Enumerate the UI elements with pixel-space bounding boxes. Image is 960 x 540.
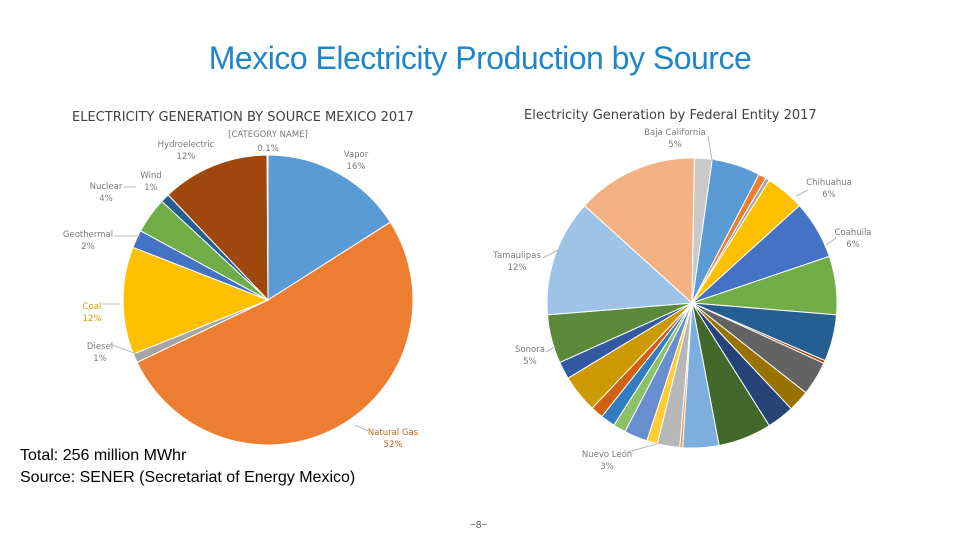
entity-slice-slice-24	[583, 157, 695, 305]
label-hydroelectric-name: Hydroelectric	[158, 140, 215, 150]
left-leader-lines	[102, 186, 369, 432]
label-wind-value: 1%	[144, 183, 158, 193]
label-natural-gas-name: Natural Gas	[368, 428, 419, 438]
label-diesel-value: 1%	[93, 354, 107, 364]
right-pie-labels: Baja California 5% Chihuahua 6% Coahuila…	[492, 128, 871, 472]
source-slice-vapor	[267, 154, 392, 301]
source-slice-category-name	[266, 154, 269, 301]
label-coahuila-value: 6%	[846, 240, 860, 250]
label-category-value: 0.1%	[257, 144, 279, 154]
label-nuevo-leon-name: Nuevo León	[582, 449, 632, 460]
label-geothermal-value: 2%	[81, 242, 95, 252]
label-vapor-name: Vapor	[344, 150, 369, 160]
right-chart-title: Electricity Generation by Federal Entity…	[524, 108, 817, 123]
source-slice-coal	[122, 246, 270, 355]
source-slice-hydroelectric	[167, 154, 269, 302]
label-tamaulipas-value: 12%	[508, 263, 527, 273]
source-pie	[122, 154, 414, 446]
label-nuclear-value: 4%	[99, 194, 113, 204]
total-line: Total: 256 million MWhr	[20, 447, 187, 464]
label-geothermal-name: Geothermal	[63, 230, 113, 240]
page-number: ~8~	[470, 520, 488, 531]
source-slice-natural-gas	[136, 221, 414, 446]
right-leader-lines	[542, 135, 837, 453]
label-wind-name: Wind	[140, 171, 161, 181]
page-title: Mexico Electricity Production by Source	[208, 40, 752, 76]
label-vapor-value: 16%	[347, 162, 366, 172]
label-nuclear-name: Nuclear	[90, 182, 123, 192]
label-baja-california-value: 5%	[668, 140, 682, 150]
federal-entity-pie	[546, 157, 838, 449]
label-natural-gas-value: 52%	[384, 440, 403, 450]
source-line: Source: SENER (Secretariat of Energy Mex…	[20, 469, 356, 486]
label-category-name: [CATEGORY NAME]	[228, 130, 308, 140]
label-chihuahua-name: Chihuahua	[806, 178, 852, 188]
label-coal-value: 12%	[83, 314, 102, 324]
label-tamaulipas-name: Tamaulipas	[492, 251, 541, 261]
footer-text: Total: 256 million MWhr Source: SENER (S…	[20, 445, 355, 489]
left-chart-title: ELECTRICITY GENERATION BY SOURCE MEXICO …	[72, 110, 414, 125]
left-pie-labels: Hydroelectric 12% [CATEGORY NAME] 0.1% V…	[63, 130, 419, 450]
label-diesel-name: Diesel	[87, 342, 113, 352]
label-sonora-value: 5%	[523, 357, 537, 367]
label-coal-name: Coal	[83, 302, 102, 312]
label-nuevo-leon-value: 3%	[600, 462, 614, 472]
label-coahuila-name: Coahuila	[834, 228, 871, 238]
label-hydroelectric-value: 12%	[177, 152, 196, 162]
entity-slice-tamaulipas	[546, 204, 694, 316]
label-chihuahua-value: 6%	[822, 190, 836, 200]
label-sonora-name: Sonora	[515, 345, 545, 355]
label-baja-california-name: Baja California	[644, 128, 706, 138]
